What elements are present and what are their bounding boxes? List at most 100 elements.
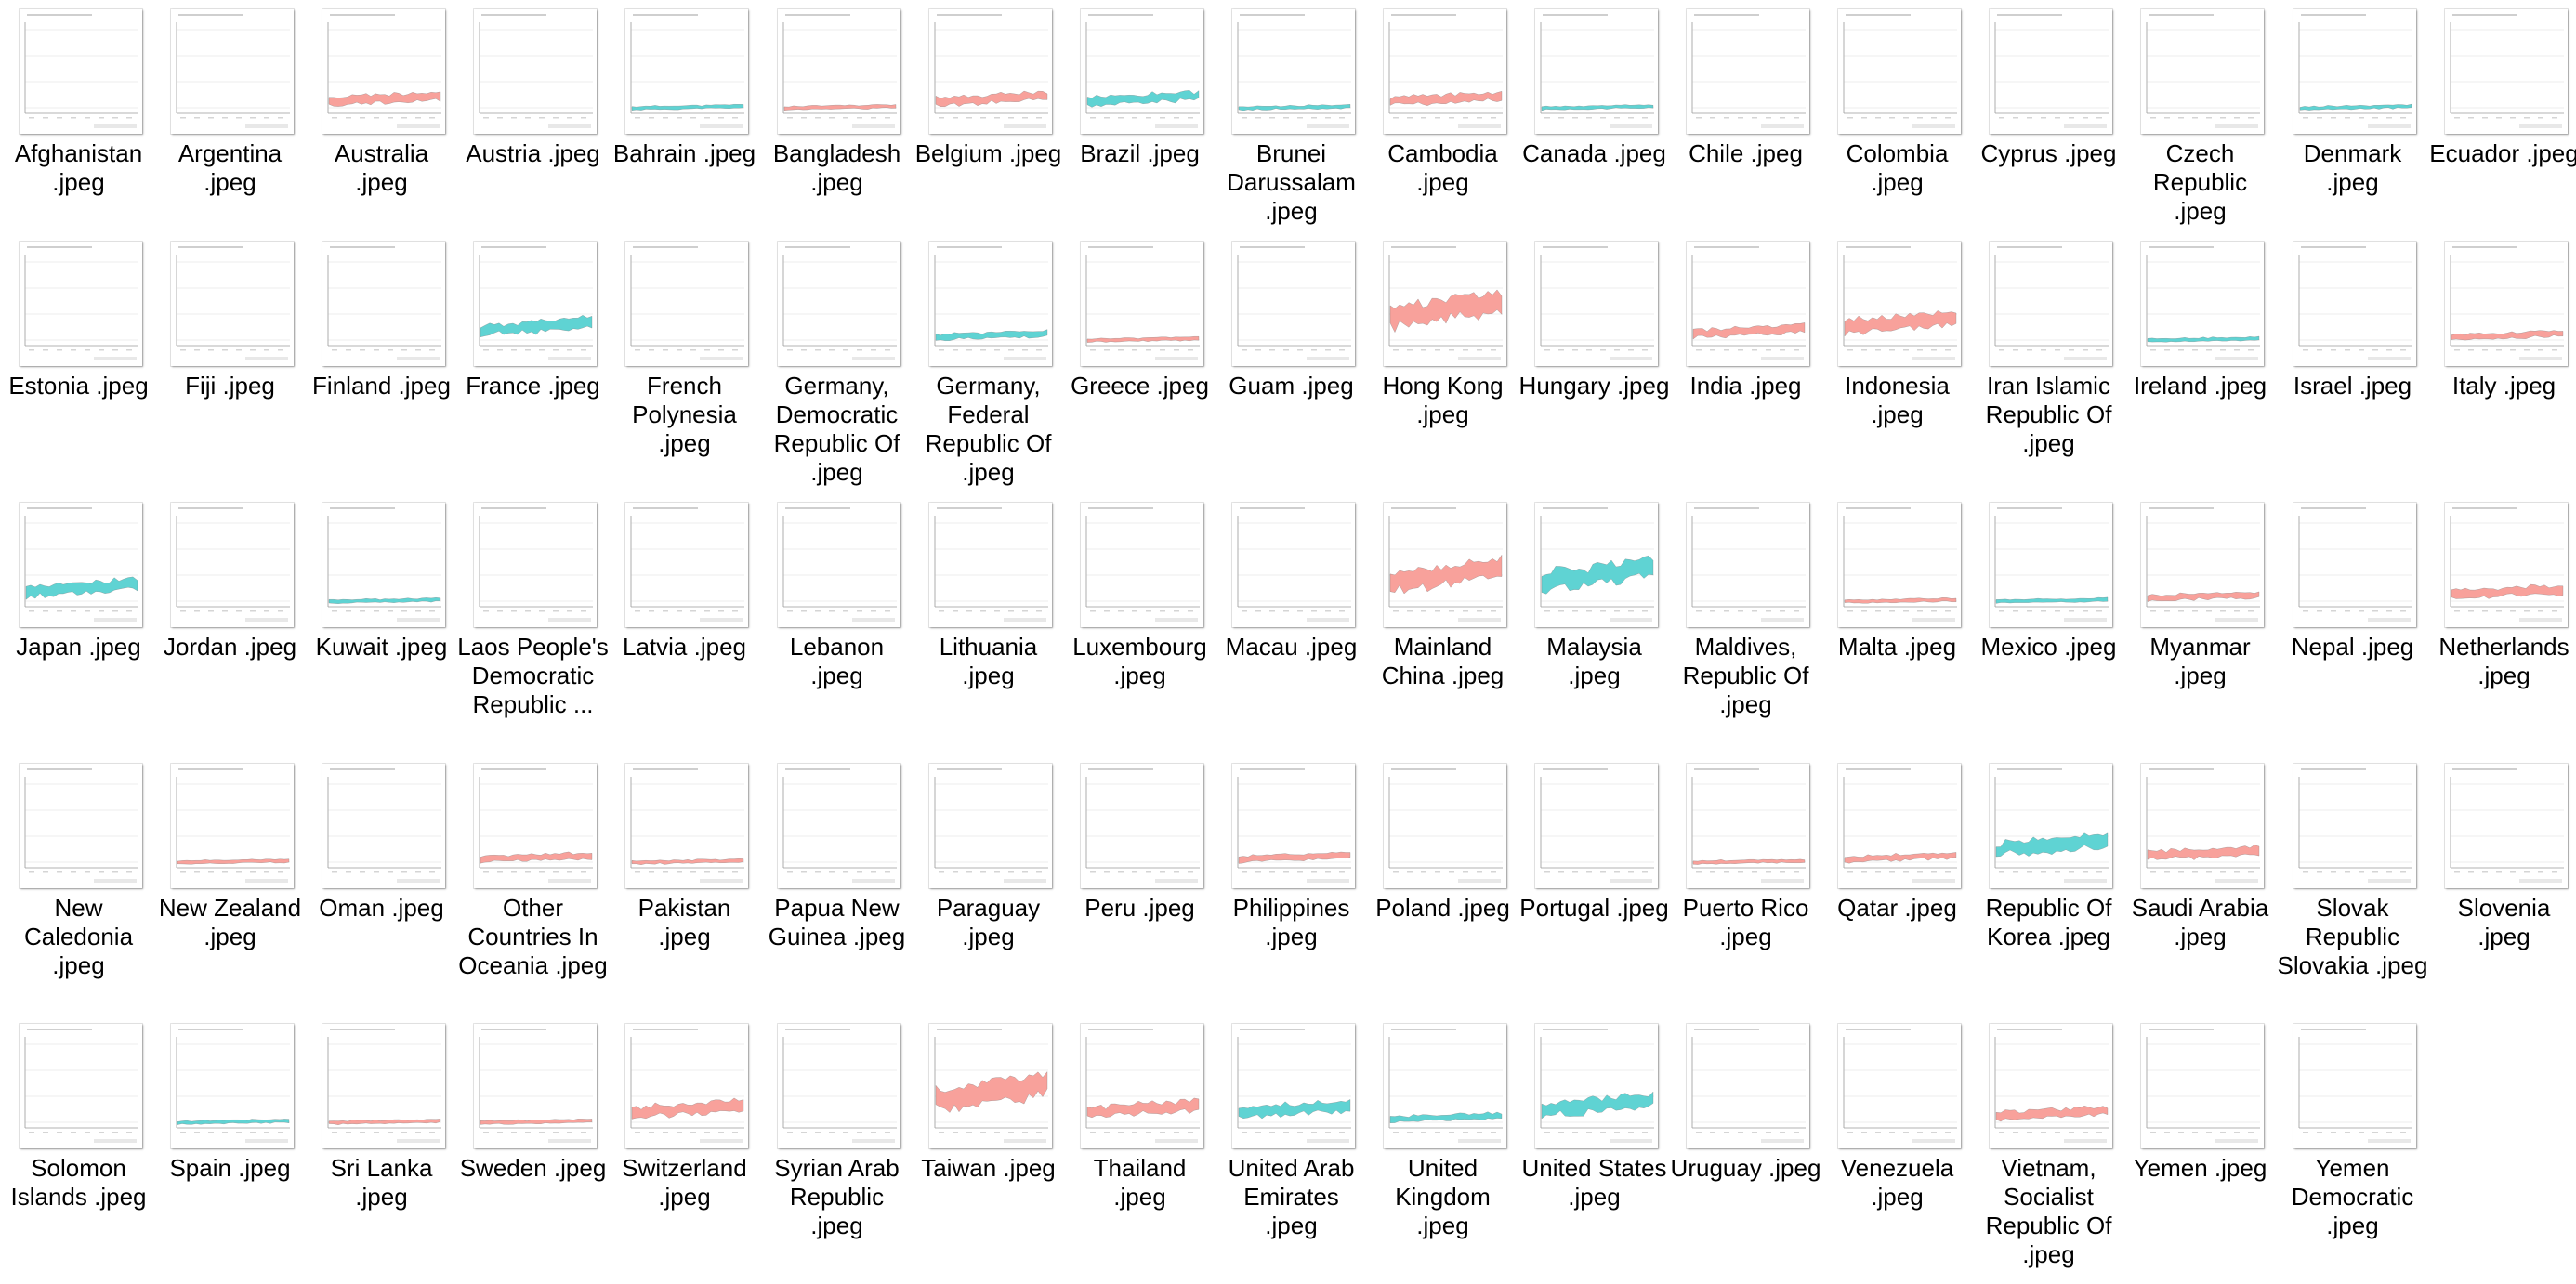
file-item[interactable]: New Caledonia .jpeg (3, 764, 154, 1024)
file-name: French Polynesia .jpeg (632, 372, 737, 457)
file-thumbnail (20, 503, 142, 627)
file-item[interactable]: Saudi Arabia .jpeg (2124, 764, 2276, 1024)
file-item[interactable]: Macau .jpeg (1216, 503, 1367, 763)
file-item[interactable]: Solomon Islands .jpeg (3, 1024, 154, 1284)
file-name: Poland .jpeg (1375, 894, 1510, 922)
file-item[interactable]: Yemen .jpeg (2124, 1024, 2276, 1284)
file-item[interactable]: Japan .jpeg (3, 503, 154, 763)
file-item[interactable]: Denmark .jpeg (2277, 9, 2428, 269)
file-name: New Caledonia .jpeg (23, 894, 134, 979)
file-item[interactable]: Poland .jpeg (1367, 764, 1518, 1024)
file-item[interactable]: New Zealand .jpeg (154, 764, 306, 1024)
file-item[interactable]: Netherlands .jpeg (2428, 503, 2576, 763)
file-item[interactable]: Jordan .jpeg (154, 503, 306, 763)
file-item[interactable]: Finland .jpeg (306, 242, 457, 502)
file-item[interactable]: Afghanistan .jpeg (3, 9, 154, 269)
file-item[interactable]: Pakistan .jpeg (609, 764, 760, 1024)
file-item[interactable]: India .jpeg (1670, 242, 1821, 502)
file-item[interactable]: France .jpeg (457, 242, 609, 502)
chart-thumbnail-image (934, 14, 1048, 128)
file-item[interactable]: Lebanon .jpeg (761, 503, 913, 763)
file-item[interactable]: Mainland China .jpeg (1367, 503, 1518, 763)
file-item[interactable]: Philippines .jpeg (1216, 764, 1367, 1024)
file-item[interactable]: Germany, Democratic Republic Of .jpeg (761, 242, 913, 502)
file-item[interactable]: United Kingdom .jpeg (1367, 1024, 1518, 1284)
file-item[interactable]: Bangladesh .jpeg (761, 9, 913, 269)
file-item[interactable]: Kuwait .jpeg (306, 503, 457, 763)
file-item[interactable]: Canada .jpeg (1518, 9, 1670, 269)
file-item[interactable]: Malta .jpeg (1821, 503, 1973, 763)
file-item[interactable]: Sri Lanka .jpeg (306, 1024, 457, 1284)
file-item[interactable]: Lithuania .jpeg (913, 503, 1064, 763)
file-item[interactable]: Yemen Democratic .jpeg (2277, 1024, 2428, 1284)
file-item[interactable]: Vietnam, Socialist Republic Of .jpeg (1973, 1024, 2124, 1284)
file-item[interactable]: Paraguay .jpeg (913, 764, 1064, 1024)
file-item[interactable]: United States .jpeg (1518, 1024, 1670, 1284)
file-item[interactable]: Brazil .jpeg (1064, 9, 1216, 269)
file-item[interactable]: Taiwan .jpeg (913, 1024, 1064, 1284)
file-item[interactable]: Other Countries In Oceania .jpeg (457, 764, 609, 1024)
file-item[interactable]: Cambodia .jpeg (1367, 9, 1518, 269)
file-item[interactable]: Argentina .jpeg (154, 9, 306, 269)
file-item[interactable]: Uruguay .jpeg (1670, 1024, 1821, 1284)
file-thumbnail (1081, 1024, 1203, 1148)
file-item[interactable]: Ireland .jpeg (2124, 242, 2276, 502)
file-item[interactable]: Austria .jpeg (457, 9, 609, 269)
file-item[interactable]: Hungary .jpeg (1518, 242, 1670, 502)
file-item[interactable]: Thailand .jpeg (1064, 1024, 1216, 1284)
file-item[interactable]: Latvia .jpeg (609, 503, 760, 763)
file-item[interactable]: French Polynesia .jpeg (609, 242, 760, 502)
file-item[interactable]: Australia .jpeg (306, 9, 457, 269)
file-thumbnail (171, 242, 294, 366)
file-item[interactable]: Ecuador .jpeg (2428, 9, 2576, 269)
file-item[interactable]: Iran Islamic Republic Of .jpeg (1973, 242, 2124, 502)
file-thumbnail (322, 242, 445, 366)
file-thumbnail (1384, 503, 1506, 627)
file-item[interactable]: Spain .jpeg (154, 1024, 306, 1284)
chart-thumbnail-image (1540, 14, 1654, 128)
file-item[interactable]: Syrian Arab Republic .jpeg (761, 1024, 913, 1284)
file-item[interactable]: Guam .jpeg (1216, 242, 1367, 502)
file-item[interactable]: Venezuela .jpeg (1821, 1024, 1973, 1284)
file-item[interactable]: Chile .jpeg (1670, 9, 1821, 269)
file-item[interactable]: Belgium .jpeg (913, 9, 1064, 269)
file-name: Netherlands .jpeg (2438, 633, 2569, 689)
file-item[interactable]: Greece .jpeg (1064, 242, 1216, 502)
file-item[interactable]: Germany, Federal Republic Of .jpeg (913, 242, 1064, 502)
chart-thumbnail-image (1085, 1029, 1200, 1143)
file-item[interactable]: Malaysia .jpeg (1518, 503, 1670, 763)
file-item[interactable]: Hong Kong .jpeg (1367, 242, 1518, 502)
file-item[interactable]: Slovak Republic Slovakia .jpeg (2277, 764, 2428, 1024)
file-item[interactable]: Italy .jpeg (2428, 242, 2576, 502)
file-item[interactable]: Qatar .jpeg (1821, 764, 1973, 1024)
file-item[interactable]: Cyprus .jpeg (1973, 9, 2124, 269)
file-item[interactable]: Czech Republic .jpeg (2124, 9, 2276, 269)
file-item[interactable]: Republic Of Korea .jpeg (1973, 764, 2124, 1024)
file-item[interactable]: Indonesia .jpeg (1821, 242, 1973, 502)
file-item[interactable]: Puerto Rico .jpeg (1670, 764, 1821, 1024)
file-item[interactable]: Portugal .jpeg (1518, 764, 1670, 1024)
file-item[interactable]: Luxembourg .jpeg (1064, 503, 1216, 763)
file-item[interactable]: Sweden .jpeg (457, 1024, 609, 1284)
file-item[interactable]: Estonia .jpeg (3, 242, 154, 502)
file-name: Chile .jpeg (1689, 139, 1803, 167)
file-item[interactable]: Papua New Guinea .jpeg (761, 764, 913, 1024)
file-item[interactable]: Peru .jpeg (1064, 764, 1216, 1024)
file-name: Syrian Arab Republic .jpeg (774, 1154, 900, 1239)
chart-thumbnail-image (1691, 768, 1806, 883)
file-item[interactable]: Switzerland .jpeg (609, 1024, 760, 1284)
file-item[interactable]: Oman .jpeg (306, 764, 457, 1024)
file-item[interactable]: Bahrain .jpeg (609, 9, 760, 269)
file-item[interactable]: Nepal .jpeg (2277, 503, 2428, 763)
file-thumbnail (2293, 9, 2416, 134)
file-item[interactable]: Colombia .jpeg (1821, 9, 1973, 269)
file-item[interactable]: Myanmar .jpeg (2124, 503, 2276, 763)
file-item[interactable]: Maldives, Republic Of .jpeg (1670, 503, 1821, 763)
file-item[interactable]: Slovenia .jpeg (2428, 764, 2576, 1024)
file-item[interactable]: Brunei Darussalam .jpeg (1216, 9, 1367, 269)
file-item[interactable]: United Arab Emirates .jpeg (1216, 1024, 1367, 1284)
file-item[interactable]: Laos People's Democratic Republic ... (457, 503, 609, 763)
file-item[interactable]: Mexico .jpeg (1973, 503, 2124, 763)
file-item[interactable]: Fiji .jpeg (154, 242, 306, 502)
file-item[interactable]: Israel .jpeg (2277, 242, 2428, 502)
